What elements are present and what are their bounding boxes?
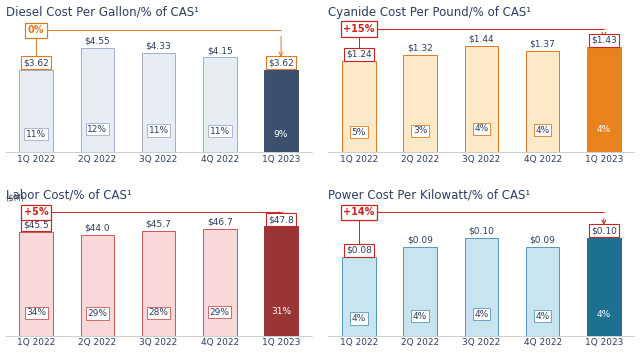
Bar: [264, 70, 298, 152]
Bar: [526, 52, 559, 152]
Text: $45.7: $45.7: [146, 220, 172, 229]
Text: $1.37: $1.37: [530, 40, 556, 49]
Text: 4%: 4%: [413, 312, 428, 321]
Text: Labor Cost/% of CAS¹: Labor Cost/% of CAS¹: [6, 189, 131, 202]
Text: $0.10: $0.10: [468, 226, 494, 235]
Text: $45.5: $45.5: [23, 220, 49, 229]
Text: Power Cost Per Kilowatt/% of CAS¹: Power Cost Per Kilowatt/% of CAS¹: [328, 189, 531, 202]
Bar: [19, 232, 53, 336]
Text: $1.43: $1.43: [591, 36, 617, 44]
Bar: [19, 70, 53, 152]
Text: $3.62: $3.62: [268, 58, 294, 67]
Bar: [403, 55, 437, 152]
Bar: [465, 46, 498, 152]
Text: 3%: 3%: [413, 126, 428, 135]
Bar: [526, 247, 559, 336]
Bar: [587, 47, 621, 152]
Text: +14%: +14%: [343, 208, 374, 217]
Text: 4%: 4%: [352, 314, 366, 323]
Text: $1.44: $1.44: [468, 35, 494, 44]
Text: 5%: 5%: [352, 128, 366, 137]
Text: $47.8: $47.8: [268, 215, 294, 224]
Text: +15%: +15%: [343, 24, 374, 34]
Text: 4%: 4%: [536, 126, 550, 134]
Bar: [142, 53, 175, 152]
Text: $1.24: $1.24: [346, 49, 372, 59]
Text: 4%: 4%: [474, 310, 488, 318]
Bar: [203, 58, 237, 152]
Bar: [81, 48, 114, 152]
Bar: [342, 257, 376, 336]
Text: +5%: +5%: [24, 208, 49, 217]
Text: $44.0: $44.0: [84, 224, 110, 233]
Text: $0.10: $0.10: [591, 226, 617, 235]
Text: 4%: 4%: [596, 310, 611, 318]
Text: 11%: 11%: [148, 126, 169, 135]
Text: 29%: 29%: [88, 309, 108, 318]
Bar: [465, 238, 498, 336]
Text: $1.32: $1.32: [407, 44, 433, 53]
Text: $4.55: $4.55: [84, 37, 110, 46]
Text: 31%: 31%: [271, 307, 291, 316]
Text: 11%: 11%: [26, 130, 46, 138]
Text: 28%: 28%: [148, 308, 168, 317]
Text: 29%: 29%: [210, 308, 230, 317]
Text: $4.15: $4.15: [207, 46, 233, 55]
Text: 0%: 0%: [28, 25, 44, 35]
Text: $0.09: $0.09: [407, 236, 433, 245]
Text: $46.7: $46.7: [207, 217, 233, 227]
Bar: [264, 227, 298, 336]
Text: $0.08: $0.08: [346, 246, 372, 255]
Text: 12%: 12%: [88, 125, 108, 134]
Text: Cyanide Cost Per Pound/% of CAS¹: Cyanide Cost Per Pound/% of CAS¹: [328, 6, 531, 19]
Text: $3.62: $3.62: [23, 58, 49, 67]
Text: 9%: 9%: [274, 130, 288, 138]
Text: ($M): ($M): [6, 193, 25, 203]
Text: $4.33: $4.33: [146, 42, 172, 51]
Bar: [587, 238, 621, 336]
Text: 34%: 34%: [26, 308, 46, 317]
Bar: [342, 61, 376, 152]
Text: 4%: 4%: [596, 125, 611, 133]
Bar: [81, 235, 114, 336]
Bar: [142, 231, 175, 336]
Text: 4%: 4%: [474, 124, 488, 133]
Text: 11%: 11%: [210, 127, 230, 136]
Text: 4%: 4%: [536, 312, 550, 321]
Bar: [203, 229, 237, 336]
Text: Diesel Cost Per Gallon/% of CAS¹: Diesel Cost Per Gallon/% of CAS¹: [6, 6, 198, 19]
Text: $0.09: $0.09: [530, 236, 556, 245]
Bar: [403, 247, 437, 336]
